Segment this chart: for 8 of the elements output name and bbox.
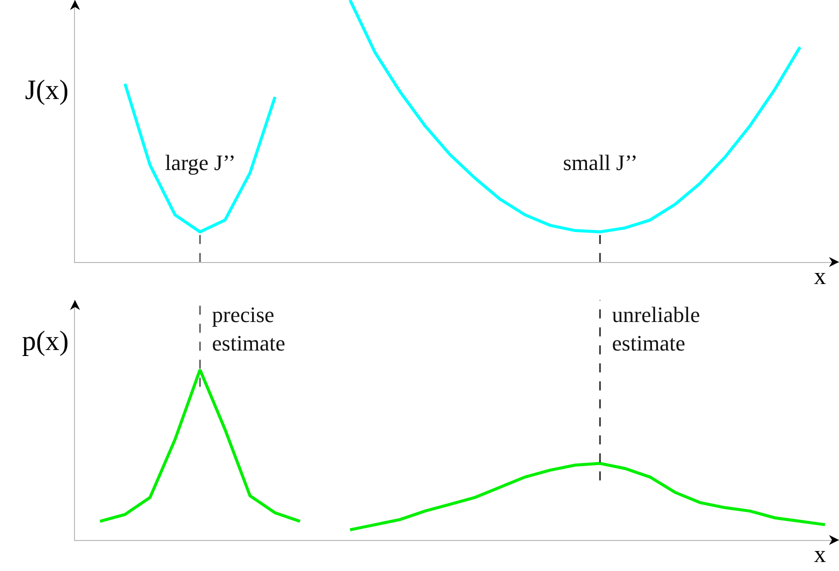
x-axis-title: x [814, 542, 826, 568]
annotation: large J’’ [165, 150, 236, 175]
text: precise estimate [212, 302, 286, 356]
annotation: small J’’ [563, 150, 638, 175]
y-axis-title: p(x) [22, 326, 69, 357]
y-axis-title: J(x) [25, 75, 69, 106]
x-axis-title: x [814, 264, 826, 290]
text: unreliable estimate [612, 302, 700, 356]
